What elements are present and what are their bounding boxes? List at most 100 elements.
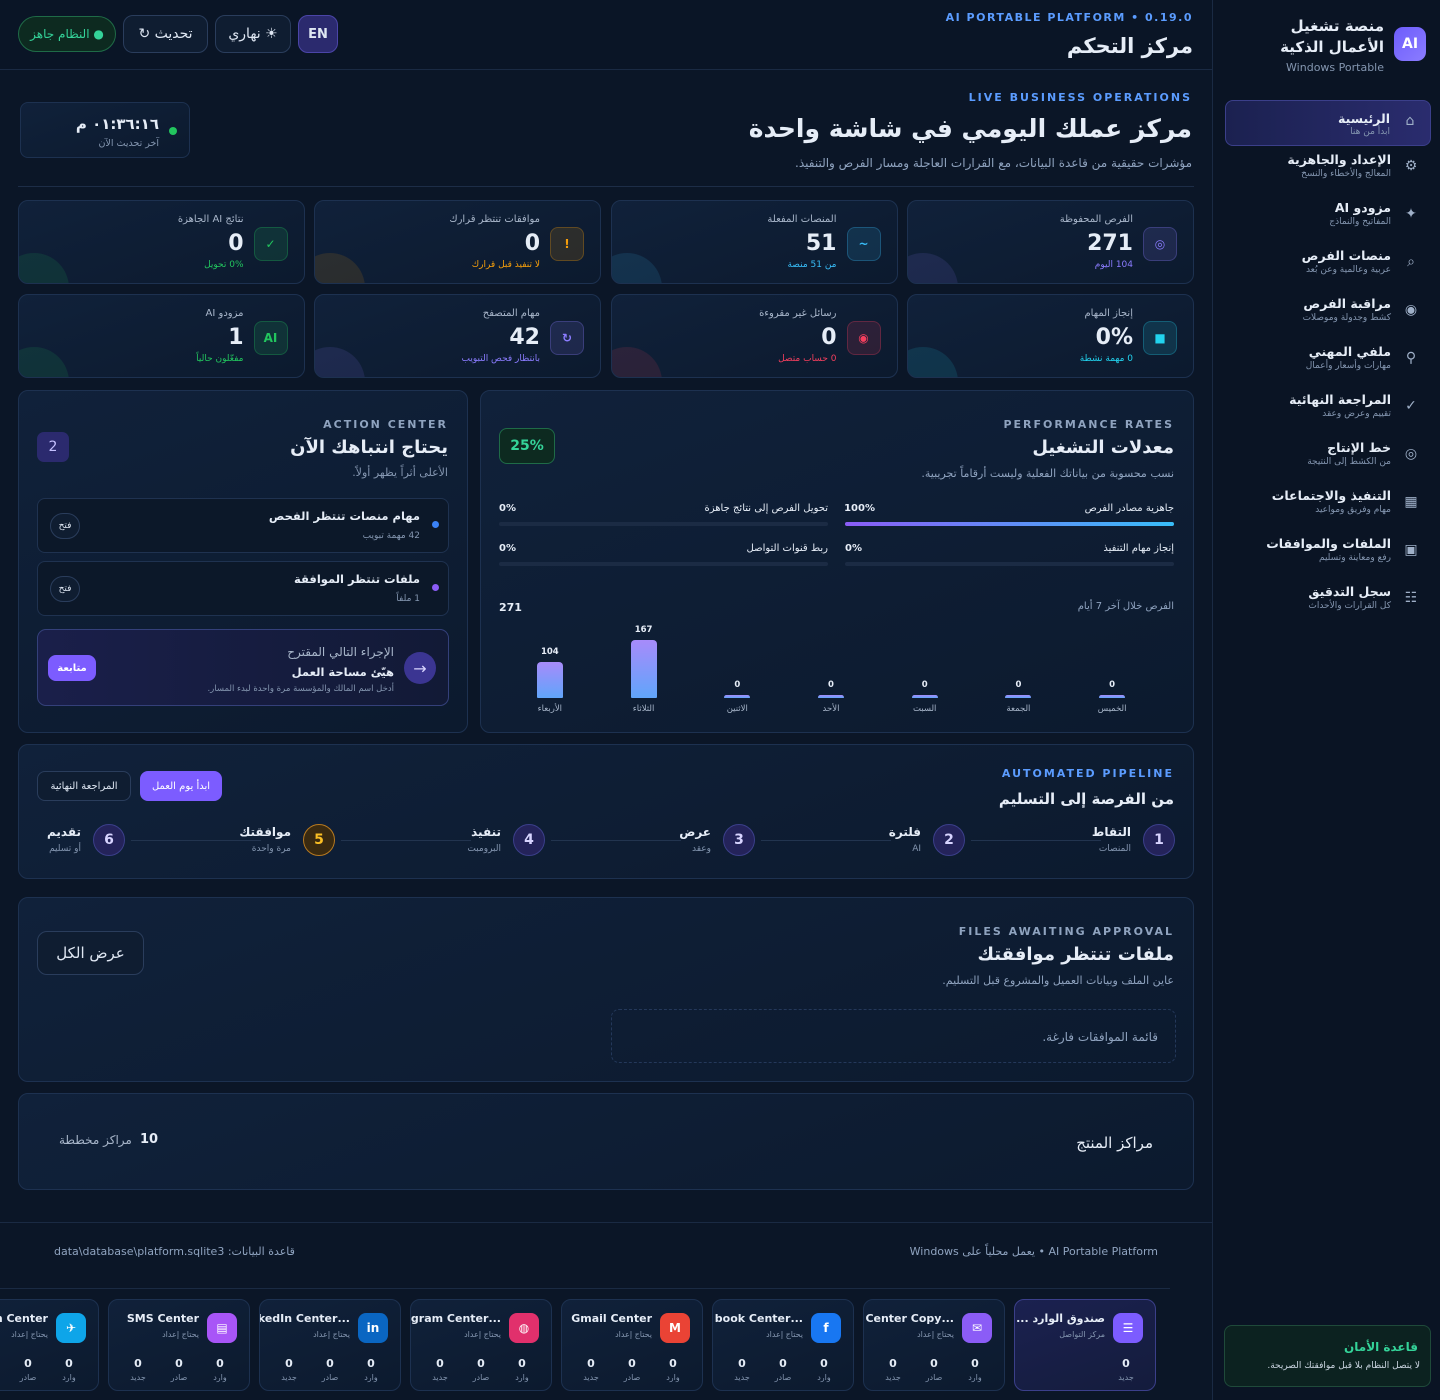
center-card[interactable]: in ...kedIn Center يحتاج إعداد 0 وارد 0 صادر 0 ج… bbox=[259, 1299, 401, 1391]
center-stat-value: 0 bbox=[477, 1357, 485, 1370]
center-card[interactable]: ✈ m Center يحتاج إعداد 0 وارد 0 صادر 0 جديد bbox=[0, 1299, 99, 1391]
stat-glow bbox=[908, 253, 958, 283]
refresh-button[interactable]: تحديث ↻ bbox=[123, 15, 208, 53]
header-title: مركز التحكم bbox=[1066, 34, 1193, 58]
nav-item[interactable]: ⚲ ملفي المهني مهارات وأسعار وأعمال bbox=[1225, 338, 1431, 380]
stat-icon: ✓ bbox=[253, 227, 288, 261]
products-card: مراكز المنتج مراكز مخططة 10 bbox=[18, 1093, 1194, 1190]
pipeline-title: من الفرصة إلى التسليم bbox=[998, 790, 1174, 808]
item-open-button[interactable]: فتح bbox=[50, 513, 80, 539]
stat-value: 42 bbox=[509, 325, 540, 350]
center-title: Gmail Center bbox=[571, 1312, 652, 1325]
step-title: موافقتك bbox=[239, 825, 291, 839]
center-sub: يحتاج إعداد bbox=[162, 1330, 199, 1339]
rate-value: 0% bbox=[499, 543, 516, 554]
products-count: 10 bbox=[140, 1132, 159, 1147]
stat-sub: 104 اليوم bbox=[1094, 260, 1133, 270]
clock-dot bbox=[169, 127, 177, 135]
action-item[interactable]: مهام منصات تنتظر الفحص 42 مهمة تبويب فتح bbox=[37, 498, 449, 553]
item-dot bbox=[432, 584, 439, 591]
center-card[interactable]: ◍ ...gram Center يحتاج إعداد 0 وارد 0 صادر 0 جدي… bbox=[410, 1299, 552, 1391]
center-card[interactable]: ▤ SMS Center يحتاج إعداد 0 وارد 0 صادر 0 جديد bbox=[108, 1299, 250, 1391]
stat-sub: لا تنفيذ قبل قرارك bbox=[471, 260, 540, 270]
chart-category: الجمعة bbox=[1006, 704, 1031, 714]
action-eyebrow: ACTION CENTER bbox=[323, 418, 448, 431]
stat-label: نتائج AI الجاهزة bbox=[177, 214, 244, 225]
rate-fill bbox=[845, 522, 1174, 526]
nav-label: الإعداد والجاهزية bbox=[1287, 152, 1391, 167]
nav-sub: كل القرارات والأحداث bbox=[1308, 601, 1391, 611]
next-action: → الإجراء التالي المقترح هيّئ مساحة العمل أ… bbox=[37, 629, 449, 706]
rate-track bbox=[499, 522, 828, 526]
next-button[interactable]: متابعة bbox=[48, 655, 96, 681]
item-open-button[interactable]: فتح bbox=[50, 576, 80, 602]
chart-bar bbox=[1099, 695, 1126, 698]
stat-card: ↻ مهام المتصفح 42 بانتظار فحص التبويب bbox=[314, 294, 601, 378]
next-desc: أدخل اسم المالك والمؤسسة مرة واحدة لبدء … bbox=[207, 684, 394, 694]
nav-item[interactable]: ✓ المراجعة النهائية تقييم وعرض وعقد bbox=[1225, 386, 1431, 428]
divider bbox=[18, 186, 1194, 187]
nav-item[interactable]: ⚙ الإعداد والجاهزية المعالج والأخطاء والنس… bbox=[1225, 146, 1431, 188]
review-button[interactable]: المراجعة النهائية bbox=[37, 771, 131, 801]
nav-item[interactable]: ⌂ الرئيسية ابدأ من هنا bbox=[1225, 100, 1431, 146]
center-card[interactable]: ✉ ...Center Copy يحتاج إعداد 0 وارد 0 صادر 0 جدي… bbox=[863, 1299, 1005, 1391]
center-stat-value: 0 bbox=[436, 1357, 444, 1370]
center-title: ...Center Copy bbox=[865, 1312, 954, 1325]
item-title: ملفات تنتظر الموافقة bbox=[294, 572, 420, 586]
nav-item[interactable]: ☷ سجل التدقيق كل القرارات والأحداث bbox=[1225, 578, 1431, 620]
stat-glow bbox=[908, 347, 958, 377]
center-card[interactable]: M Gmail Center يحتاج إعداد 0 وارد 0 صادر 0 جديد bbox=[561, 1299, 703, 1391]
center-stat-label: صادر bbox=[472, 1373, 490, 1382]
nav-sub: من الكشط إلى النتيجة bbox=[1307, 457, 1391, 467]
stat-value: 271 bbox=[1087, 231, 1133, 256]
stat-sub: 0% تحويل bbox=[204, 260, 244, 270]
nav-item[interactable]: ◎ خط الإنتاج من الكشط إلى النتيجة bbox=[1225, 434, 1431, 476]
chart-category: الأحد bbox=[822, 704, 840, 714]
lang-button[interactable]: EN bbox=[298, 15, 338, 53]
center-card[interactable]: ☰ صندوق الوارد ... مركز التواصل 0 جديد bbox=[1014, 1299, 1156, 1391]
center-stat-label: صادر bbox=[170, 1373, 188, 1382]
center-stat-value: 0 bbox=[65, 1357, 73, 1370]
theme-button[interactable]: ☀ نهاري bbox=[215, 15, 291, 53]
nav-label: الملفات والموافقات bbox=[1266, 536, 1391, 551]
center-stat-value: 0 bbox=[24, 1357, 32, 1370]
center-sub: يحتاج إعداد bbox=[615, 1330, 652, 1339]
view-all-button[interactable]: عرض الكل bbox=[37, 931, 144, 975]
nav-icon: ⌂ bbox=[1405, 113, 1415, 129]
stat-sub: 0 مهمة نشطة bbox=[1079, 354, 1133, 364]
stat-label: الفرص المحفوظة bbox=[1059, 214, 1133, 225]
action-item[interactable]: ملفات تنتظر الموافقة 1 ملفاً فتح bbox=[37, 561, 449, 616]
nav-sub: تقييم وعرض وعقد bbox=[1322, 409, 1391, 419]
item-sub: 42 مهمة تبويب bbox=[362, 531, 420, 541]
logo: AI bbox=[1394, 27, 1426, 61]
nav-item[interactable]: ✦ مزودو AI المفاتيح والنماذج bbox=[1225, 194, 1431, 236]
stat-sub: بانتظار فحص التبويب bbox=[461, 354, 540, 364]
nav-item[interactable]: ◉ مراقبة الفرص كشط وجدولة وموصلات bbox=[1225, 290, 1431, 332]
start-day-button[interactable]: ابدأ يوم العمل bbox=[140, 771, 222, 801]
chart-category: الأربعاء bbox=[537, 704, 563, 714]
center-card[interactable]: f ...book Center يحتاج إعداد 0 وارد 0 صادر 0 جدي… bbox=[712, 1299, 854, 1391]
pipeline-eyebrow: AUTOMATED PIPELINE bbox=[1001, 767, 1174, 780]
nav-item[interactable]: ▣ الملفات والموافقات رفع ومعاينة وتسليم bbox=[1225, 530, 1431, 572]
center-stat-value: 0 bbox=[367, 1357, 375, 1370]
step-title: تقديم bbox=[47, 825, 81, 839]
center-sub: يحتاج إعداد bbox=[11, 1330, 48, 1339]
app-subtitle: Windows Portable bbox=[1286, 61, 1384, 74]
center-icon: ◍ bbox=[509, 1313, 539, 1343]
safety-title: قاعدة الأمان bbox=[1344, 1340, 1418, 1354]
rate-label: ربط قنوات التواصل bbox=[746, 543, 828, 554]
nav-item[interactable]: ⌕ منصات الفرص عربية وعالمية وعن بُعد bbox=[1225, 242, 1431, 284]
empty-text: قائمة الموافقات فارغة. bbox=[1042, 1030, 1158, 1044]
step-connector bbox=[341, 840, 471, 841]
step-title: عرض bbox=[679, 825, 711, 839]
nav-item[interactable]: ▦ التنفيذ والاجتماعات مهام وفريق ومواعيد bbox=[1225, 482, 1431, 524]
nav-icon: ⌕ bbox=[1407, 254, 1415, 270]
stat-value: 1 bbox=[228, 325, 244, 350]
chart-category: الثلاثاء bbox=[632, 704, 655, 714]
perf-title: معدلات التشغيل bbox=[1032, 437, 1174, 458]
next-label: الإجراء التالي المقترح bbox=[287, 645, 394, 659]
next-arrow[interactable]: → bbox=[404, 652, 436, 684]
performance-card: PERFORMANCE RATES معدلات التشغيل نسب محسوب… bbox=[480, 390, 1194, 733]
nav-icon: ✦ bbox=[1405, 206, 1417, 222]
